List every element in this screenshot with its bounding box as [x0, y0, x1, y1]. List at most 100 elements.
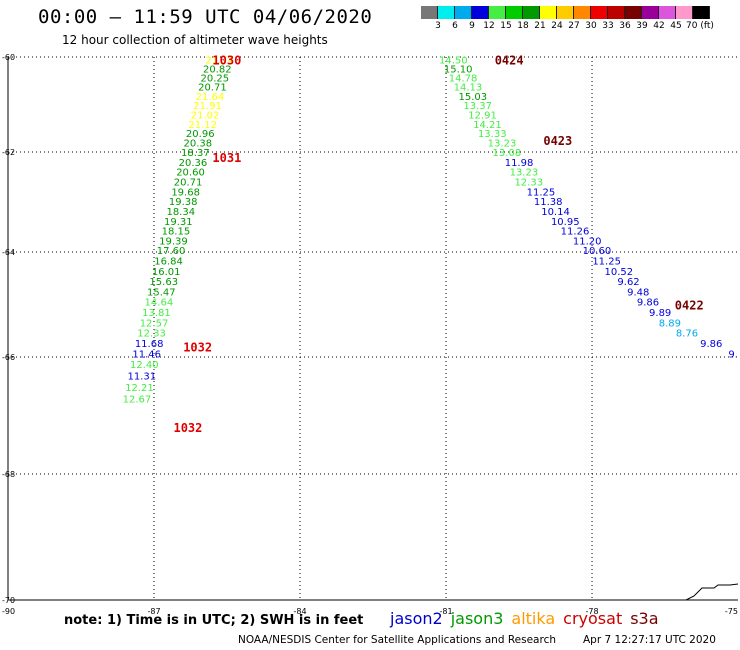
wave-height-value: 20.71	[198, 82, 227, 93]
legend-swatch	[438, 6, 455, 19]
satellite-legend-item: jason3	[450, 609, 504, 628]
wave-height-value: 20.25	[201, 73, 230, 84]
satellite-legend-item: cryosat	[563, 609, 623, 628]
legend-label: 45	[670, 21, 682, 31]
wave-height-value: 15.47	[147, 287, 176, 298]
legend-swatch	[625, 6, 642, 19]
time-label: 0422	[675, 299, 704, 313]
legend-swatch	[693, 6, 710, 19]
wave-height-value: 21.74	[205, 55, 234, 66]
legend-swatch	[642, 6, 659, 19]
wave-height-value: 9.48	[627, 287, 649, 298]
wave-height-value: 12.21	[125, 383, 154, 394]
wave-height-value: 12.57	[140, 318, 169, 329]
legend-swatch	[506, 6, 523, 19]
wave-height-value: 18.34	[166, 207, 195, 218]
wave-height-value: 11.26	[561, 227, 590, 238]
wave-height-value: 9.86	[700, 339, 722, 350]
legend-label: 6	[452, 21, 458, 31]
wave-height-value: 16.01	[152, 267, 181, 278]
wave-height-value: 21.12	[188, 120, 217, 131]
wave-height-value: 14.78	[449, 73, 478, 84]
wave-height-value: 11.98	[505, 158, 534, 169]
latitude-label: -64	[2, 248, 15, 257]
wave-height-value: 8.89	[659, 318, 681, 329]
wave-height-value: 20.82	[203, 64, 232, 75]
wave-height-value: 9.62	[617, 277, 639, 288]
wave-height-value: 11.20	[573, 237, 602, 248]
legend-swatch	[676, 6, 693, 19]
color-legend-bar	[421, 6, 710, 19]
wave-height-value: 13.08	[493, 148, 522, 159]
wave-height-value: 12.33	[137, 328, 166, 339]
wave-height-value: 10.52	[604, 267, 633, 278]
wave-height-value: 12.40	[130, 360, 159, 371]
latitude-label: -70	[2, 596, 15, 605]
legend-swatch	[574, 6, 591, 19]
latitude-label: -60	[2, 53, 15, 62]
legend-label: 30	[585, 21, 597, 31]
time-label: 0423	[543, 134, 572, 148]
legend-label: 27	[568, 21, 580, 31]
credit-text: NOAA/NESDIS Center for Satellite Applica…	[238, 634, 556, 646]
wave-height-value: 11.46	[132, 349, 161, 360]
satellite-legend: jason2 jason3 altika cryosat s3a	[390, 609, 667, 628]
time-label: 0424	[495, 53, 524, 67]
wave-height-value: 13.33	[478, 129, 507, 140]
wave-height-value: 9.86	[637, 297, 659, 308]
wave-height-value: 11.68	[135, 339, 164, 350]
wave-height-value: 18.15	[162, 227, 191, 238]
latitude-label: -66	[2, 353, 15, 362]
longitude-label: -78	[586, 607, 599, 616]
wave-height-value: 12.33	[514, 178, 543, 189]
satellite-legend-item: jason2	[390, 609, 443, 628]
wave-height-value: 8.76	[676, 328, 698, 339]
wave-height-value: 9.89	[649, 308, 671, 319]
time-label: 1032	[173, 421, 202, 435]
wave-height-value: 19.38	[169, 197, 198, 208]
wave-height-value: 21.91	[193, 101, 222, 112]
legend-label: 15	[500, 21, 512, 31]
page-subtitle: 12 hour collection of altimeter wave hei…	[62, 33, 328, 47]
wave-height-value: 18.37	[181, 148, 210, 159]
wave-height-value: 13.23	[510, 168, 539, 179]
longitude-label: -90	[2, 607, 15, 616]
wave-height-value: 15.03	[458, 92, 487, 103]
latitude-label: -62	[2, 148, 15, 157]
wave-height-value: 14.13	[454, 82, 483, 93]
legend-label: 39	[636, 21, 648, 31]
legend-swatch	[421, 6, 438, 19]
legend-label: 36	[619, 21, 631, 31]
legend-label: 21	[534, 21, 546, 31]
page-title: 00:00 – 11:59 UTC 04/06/2020	[38, 6, 373, 28]
legend-swatch	[557, 6, 574, 19]
legend-swatch	[455, 6, 472, 19]
legend-label: 9	[469, 21, 475, 31]
wave-height-value: 13.81	[142, 308, 171, 319]
wave-height-value: 10.95	[551, 217, 580, 228]
wave-height-value: 21.02	[191, 110, 220, 121]
wave-height-value: 15.10	[444, 64, 473, 75]
legend-swatch	[523, 6, 540, 19]
wave-height-value: 17.60	[157, 246, 186, 257]
wave-height-value: 11.25	[527, 188, 556, 199]
wave-height-value: 11.38	[534, 197, 563, 208]
wave-height-value: 10.14	[541, 207, 570, 218]
wave-height-value: 16.84	[154, 256, 183, 267]
wave-height-value: 13.37	[463, 101, 492, 112]
longitude-label: -87	[147, 607, 160, 616]
wave-height-value: 21.64	[196, 92, 225, 103]
wave-height-value: 11.25	[592, 256, 621, 267]
legend-label: 70 (ft)	[686, 21, 714, 31]
wave-height-value: 20.71	[174, 178, 203, 189]
satellite-legend-item: altika	[511, 609, 556, 628]
wave-height-value: 19.68	[171, 188, 200, 199]
wave-height-value: 12.91	[468, 110, 497, 121]
time-label: 1032	[183, 341, 212, 355]
legend-label: 18	[517, 21, 529, 31]
wave-height-value: 9.	[728, 349, 738, 360]
wave-height-value: 12.67	[123, 395, 152, 406]
wave-height-value: 20.38	[183, 139, 212, 150]
